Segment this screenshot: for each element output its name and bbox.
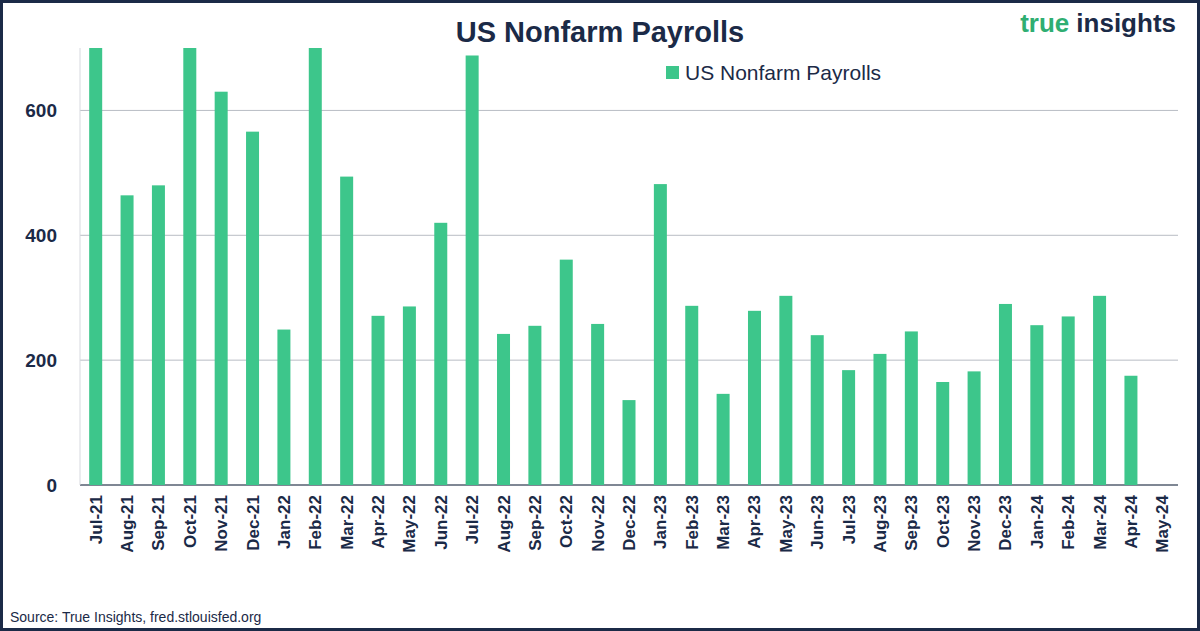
bar (434, 223, 447, 485)
grid-line (80, 110, 1178, 111)
x-tick-label: Mar-24 (1091, 494, 1110, 549)
bar (372, 316, 385, 485)
x-tick-label: Aug-21 (118, 495, 137, 553)
bar (748, 311, 761, 485)
y-tick-label: 0 (46, 475, 57, 496)
x-tick-label: Sep-22 (526, 495, 545, 551)
bar (403, 306, 416, 485)
bar (277, 330, 290, 485)
x-tick-label: Jun-23 (808, 495, 827, 550)
bar (560, 260, 573, 485)
x-tick-label: Aug-22 (495, 495, 514, 553)
x-tick-label: Feb-22 (306, 495, 325, 550)
bar (873, 354, 886, 485)
bar (717, 394, 730, 485)
source: Source: True Insights, fred.stlouisfed.o… (10, 609, 261, 625)
y-axis-line (80, 48, 81, 485)
x-tick-label: Sep-23 (902, 495, 921, 551)
bar (999, 304, 1012, 485)
x-tick-label: Mar-23 (714, 495, 733, 550)
bars (89, 48, 1137, 485)
bar (811, 335, 824, 485)
frame (2, 2, 1199, 630)
logo: trueinsights (1020, 8, 1176, 38)
bar (591, 324, 604, 485)
bar (685, 306, 698, 485)
bar (654, 184, 667, 485)
bar (1062, 316, 1075, 485)
title: US Nonfarm Payrolls (456, 16, 744, 48)
chart-svg: US Nonfarm Payrolls trueinsights 0 200 400 60… (0, 0, 1200, 631)
x-tick-label: May-23 (777, 495, 796, 553)
x-tick-label: Nov-23 (965, 495, 984, 552)
legend-swatch (666, 66, 679, 79)
bar (246, 132, 259, 485)
bar (121, 195, 134, 485)
x-tick-label: May-22 (400, 495, 419, 553)
x-tick-label: Sep-21 (149, 495, 168, 551)
bar (309, 48, 322, 485)
grid-line (80, 235, 1178, 236)
y-tick-label: 600 (25, 100, 57, 121)
x-tick-label: Jul-22 (463, 495, 482, 544)
bar (779, 296, 792, 485)
x-tick-label: Feb-23 (683, 495, 702, 550)
x-tick-label: Dec-22 (620, 495, 639, 551)
x-tick-label: Jan-24 (1028, 494, 1047, 548)
x-tick-label: Mar-22 (338, 495, 357, 550)
x-tick-label: Feb-24 (1059, 494, 1078, 549)
logo-word: true (1020, 8, 1069, 38)
x-tick-label: Nov-22 (589, 495, 608, 552)
bar (1030, 325, 1043, 485)
x-tick-label: May-24 (1153, 494, 1172, 552)
x-tick-label: Apr-24 (1122, 494, 1141, 548)
x-tick-label: Apr-23 (745, 495, 764, 549)
y-tick-label: 400 (25, 225, 57, 246)
bar (936, 382, 949, 485)
bar (968, 371, 981, 485)
chart-root: US Nonfarm Payrolls trueinsights 0 200 400 60… (0, 0, 1200, 631)
bar (215, 92, 228, 485)
bar (1124, 376, 1137, 485)
bar (1093, 296, 1106, 485)
x-tick-label: Jan-23 (651, 495, 670, 549)
grid-line (80, 360, 1178, 361)
x-tick-label: Nov-21 (212, 495, 231, 552)
x-tick-label: Oct-21 (181, 495, 200, 548)
bar (152, 185, 165, 485)
bar (623, 400, 636, 485)
bar (905, 331, 918, 485)
x-tick-label: Oct-23 (934, 495, 953, 548)
bar (497, 334, 510, 485)
y-tick-label: 200 (25, 350, 57, 371)
legend-label: US Nonfarm Payrolls (685, 61, 881, 84)
bar (340, 177, 353, 485)
x-tick-label: Dec-23 (996, 495, 1015, 551)
x-tick-label: Dec-21 (244, 495, 263, 551)
bar (183, 48, 196, 485)
x-tick-label: Jan-22 (275, 495, 294, 549)
x-tick-label: Jul-23 (840, 495, 859, 544)
x-tick-label: Jul-21 (87, 495, 106, 544)
x-tick-label: Oct-22 (557, 495, 576, 548)
x-tick-label: Apr-22 (369, 495, 388, 549)
bar (89, 48, 102, 485)
bar (466, 55, 479, 485)
logo-word: insights (1076, 8, 1176, 38)
x-tick-label: Jun-22 (432, 495, 451, 550)
x-tick-label: Aug-23 (871, 495, 890, 553)
bar (528, 326, 541, 485)
bar (842, 370, 855, 485)
